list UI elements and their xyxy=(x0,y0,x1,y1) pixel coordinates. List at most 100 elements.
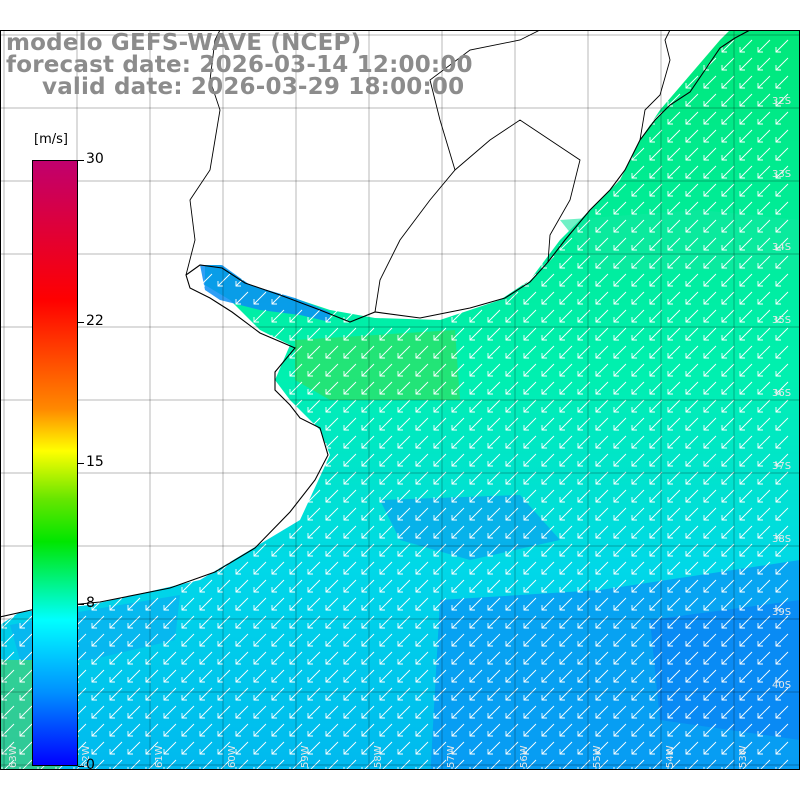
wind-arrow xyxy=(541,489,555,503)
wind-arrow xyxy=(379,579,393,593)
wind-arrow xyxy=(631,633,645,647)
wind-arrow xyxy=(307,345,321,359)
wind-arrow xyxy=(667,345,681,359)
wind-arrow xyxy=(325,399,339,413)
wind-arrow xyxy=(739,435,753,449)
wind-arrow xyxy=(739,129,753,143)
wind-arrow xyxy=(757,363,771,377)
wind-arrow xyxy=(397,525,411,539)
wind-arrow xyxy=(397,345,411,359)
wind-arrow xyxy=(739,579,753,593)
wind-arrow xyxy=(523,579,537,593)
wind-arrow xyxy=(235,705,249,719)
wind-arrow xyxy=(703,201,717,215)
wind-arrow xyxy=(775,633,789,647)
wind-arrow xyxy=(397,759,411,770)
wind-arrow xyxy=(19,633,33,647)
wind-arrow xyxy=(631,615,645,629)
wind-arrow xyxy=(397,615,411,629)
wind-arrow xyxy=(379,633,393,647)
wind-arrow xyxy=(451,327,465,341)
wind-arrow xyxy=(253,561,267,575)
wind-arrow xyxy=(469,723,483,737)
wind-arrow xyxy=(631,345,645,359)
wind-arrow xyxy=(343,327,357,341)
wind-arrow xyxy=(667,633,681,647)
wind-arrow xyxy=(505,597,519,611)
wind-arrow xyxy=(451,741,465,755)
wind-arrow xyxy=(703,381,717,395)
wind-arrow xyxy=(559,633,573,647)
wind-arrow xyxy=(739,597,753,611)
wind-arrow xyxy=(253,615,267,629)
wind-arrow xyxy=(649,129,663,143)
wind-arrow xyxy=(541,381,555,395)
wind-arrow xyxy=(469,363,483,377)
wind-arrow xyxy=(649,561,663,575)
wind-arrow xyxy=(361,579,375,593)
wind-arrow xyxy=(775,417,789,431)
wind-arrow xyxy=(667,165,681,179)
wind-arrow xyxy=(721,651,735,665)
wind-arrow xyxy=(379,471,393,485)
wind-arrow xyxy=(217,633,231,647)
wind-arrow xyxy=(559,381,573,395)
wind-arrow xyxy=(307,615,321,629)
longitude-label: 59W xyxy=(300,745,311,768)
wind-arrow xyxy=(541,363,555,377)
wind-arrow xyxy=(109,741,123,755)
wind-arrow xyxy=(667,327,681,341)
wind-arrow xyxy=(433,363,447,377)
wind-arrow xyxy=(505,651,519,665)
wind-arrow xyxy=(541,759,555,770)
wind-arrow xyxy=(613,435,627,449)
wind-arrow xyxy=(343,705,357,719)
wind-arrow xyxy=(397,723,411,737)
wind-arrow xyxy=(757,327,771,341)
wind-arrow xyxy=(757,579,771,593)
wind-arrow xyxy=(559,435,573,449)
wind-arrow xyxy=(739,201,753,215)
wind-arrow xyxy=(649,759,663,770)
wind-arrow xyxy=(757,723,771,737)
colorbar-tick-label: 30 xyxy=(86,151,104,167)
wind-arrow xyxy=(667,111,681,125)
latitude-label: 34S xyxy=(772,242,791,253)
longitude-label: 57W xyxy=(446,745,457,768)
wind-arrow xyxy=(361,345,375,359)
border-line xyxy=(185,30,221,276)
wind-arrow xyxy=(649,219,663,233)
wind-arrow xyxy=(667,273,681,287)
wind-arrow xyxy=(595,651,609,665)
wind-arrow xyxy=(109,705,123,719)
wind-arrow xyxy=(397,327,411,341)
wind-arrow xyxy=(361,525,375,539)
wind-arrow xyxy=(199,579,213,593)
wind-arrow xyxy=(613,705,627,719)
wind-arrow xyxy=(379,669,393,683)
wind-arrow xyxy=(757,471,771,485)
wind-arrow xyxy=(631,489,645,503)
wind-arrow xyxy=(775,579,789,593)
wind-arrow xyxy=(559,399,573,413)
wind-arrow xyxy=(235,741,249,755)
wind-arrow xyxy=(667,93,681,107)
wind-arrow xyxy=(595,615,609,629)
wind-arrow xyxy=(343,489,357,503)
wind-arrow xyxy=(487,417,501,431)
wind-arrow xyxy=(739,633,753,647)
wind-arrow xyxy=(415,327,429,341)
wind-arrow xyxy=(433,687,447,701)
wind-arrow xyxy=(523,561,537,575)
longitude-label: 53W xyxy=(738,745,749,768)
wind-arrow xyxy=(775,291,789,305)
wind-arrow xyxy=(703,741,717,755)
wind-arrow xyxy=(649,255,663,269)
wind-arrow xyxy=(415,453,429,467)
wind-arrow xyxy=(559,759,573,770)
wind-arrow xyxy=(487,345,501,359)
wind-arrow xyxy=(775,615,789,629)
wind-arrow xyxy=(757,597,771,611)
wind-arrow xyxy=(613,399,627,413)
